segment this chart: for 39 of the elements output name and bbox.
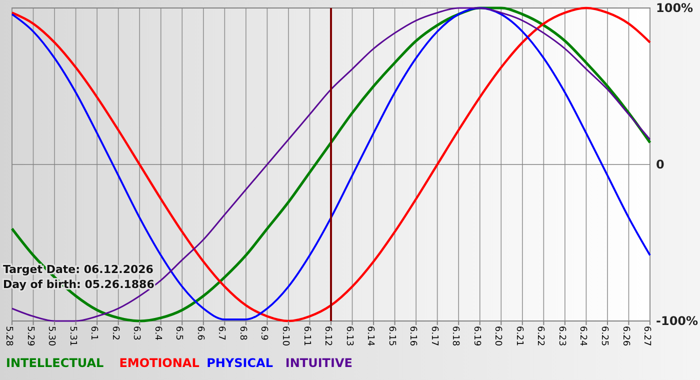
y-tick-label: 0	[656, 158, 664, 172]
y-tick-label: -100%	[656, 314, 698, 328]
x-tick-label: 6.3	[131, 326, 142, 340]
x-tick-label: 6.18	[450, 326, 460, 346]
x-tick-label: 5.31	[67, 326, 78, 346]
x-tick-label: 6.7	[216, 326, 226, 340]
x-tick-label: 5.28	[4, 326, 14, 346]
text: EMOTIONAL	[119, 356, 200, 370]
x-tick-label: 6.14	[365, 326, 376, 346]
x-tick-label: 6.15	[386, 326, 396, 346]
x-tick-label: 6.16	[408, 326, 418, 346]
x-tick-label: 6.4	[152, 326, 162, 341]
x-tick-label: 6.24	[578, 326, 588, 346]
x-tick-label: 6.19	[471, 326, 482, 346]
x-tick-label: 6.25	[599, 326, 610, 346]
x-tick-label: 5.29	[24, 326, 35, 346]
x-tick-label: 6.22	[535, 326, 546, 346]
x-tick-label: 6.1	[88, 326, 99, 340]
y-tick-label: 100%	[656, 1, 694, 16]
x-tick-label: 6.26	[620, 326, 630, 346]
x-tick-label: 6.10	[280, 326, 290, 346]
x-tick-label: 6.8	[237, 326, 248, 341]
x-tick-label: 6.6	[194, 326, 205, 341]
x-tick-label: 6.5	[174, 326, 184, 340]
text: INTUITIVE	[285, 356, 352, 370]
x-tick-label: 6.2	[110, 326, 120, 340]
x-tick-label: 6.23	[556, 326, 566, 346]
x-tick-label: 6.12	[322, 326, 333, 346]
x-tick-label: 6.17	[428, 326, 439, 346]
x-tick-label: 6.9	[258, 326, 269, 341]
x-tick-label: 6.11	[301, 326, 312, 346]
text: INTELLECTUAL	[6, 356, 104, 370]
annotation: Target Date: 06.12.2026	[3, 263, 154, 276]
x-tick-label: 6.13	[344, 326, 354, 346]
x-tick-label: 6.27	[642, 326, 652, 346]
x-tick-label: 6.21	[514, 326, 524, 346]
x-tick-label: 6.20	[492, 326, 503, 346]
text: PHYSICAL	[206, 356, 274, 370]
x-tick-label: 5.30	[46, 326, 56, 346]
